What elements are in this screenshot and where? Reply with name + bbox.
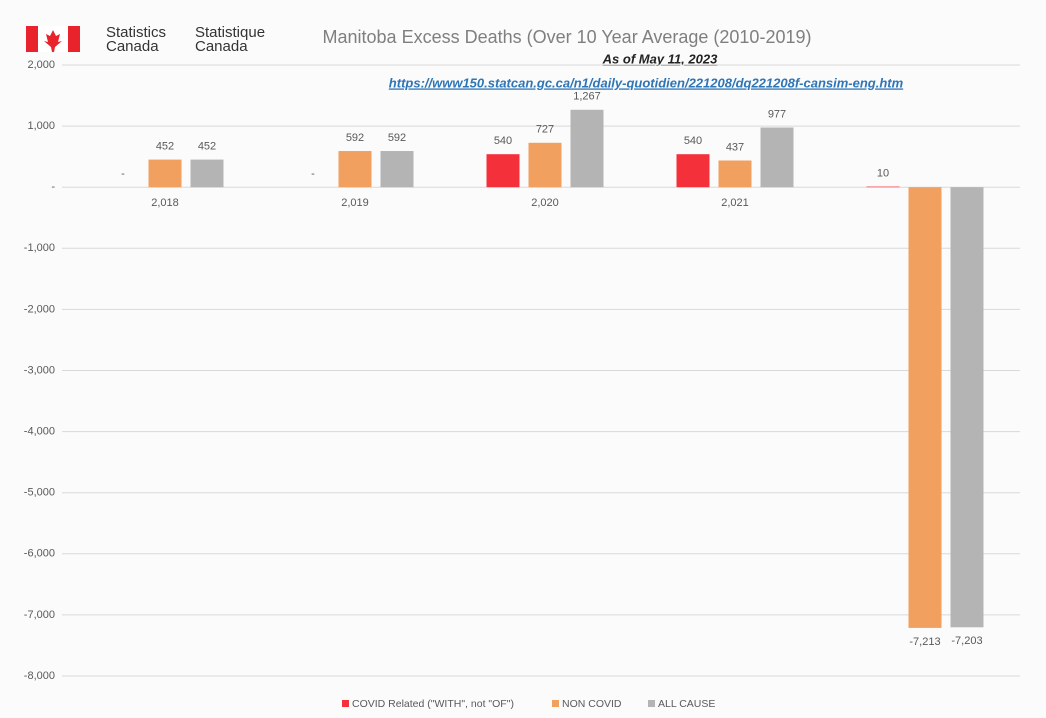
value-label: 540 — [494, 135, 512, 147]
y-tick-label: -6,000 — [24, 548, 55, 560]
bar — [487, 154, 520, 187]
bar — [951, 187, 984, 627]
y-tick-label: -7,000 — [24, 609, 55, 621]
bar — [909, 187, 942, 628]
value-label: 540 — [684, 135, 702, 147]
flag-bar — [68, 26, 80, 52]
bar — [867, 187, 900, 188]
value-label: - — [311, 168, 315, 180]
y-tick-label: -4,000 — [24, 426, 55, 438]
value-label: 977 — [768, 108, 786, 120]
legend-swatch — [342, 700, 349, 707]
legend-label: ALL CAUSE — [658, 698, 715, 710]
chart-title: Manitoba Excess Deaths (Over 10 Year Ave… — [323, 27, 812, 47]
legend-label: NON COVID — [562, 698, 622, 710]
bar — [339, 151, 372, 187]
chart-subtitle: As of May 11, 2023 — [602, 51, 718, 66]
x-tick-label: 2,020 — [531, 197, 559, 209]
value-label: 592 — [346, 132, 364, 144]
agency-fr: Canada — [195, 38, 248, 55]
y-tick-label: -8,000 — [24, 670, 55, 682]
value-label: - — [121, 168, 125, 180]
bar — [761, 128, 794, 188]
logo: Statistics Canada Statistique Canada — [26, 24, 265, 55]
value-label: 452 — [198, 140, 216, 152]
bar — [719, 160, 752, 187]
source-link[interactable]: https://www150.statcan.gc.ca/n1/daily-qu… — [389, 75, 904, 90]
bar — [571, 110, 604, 187]
y-tick-label: -1,000 — [24, 242, 55, 254]
value-label: 452 — [156, 140, 174, 152]
y-tick-label: -2,000 — [24, 303, 55, 315]
x-tick-label: 2,018 — [151, 197, 179, 209]
bar — [381, 151, 414, 187]
bar — [191, 160, 224, 188]
y-tick-label: -3,000 — [24, 364, 55, 376]
bar — [529, 143, 562, 187]
y-tick-label: 2,000 — [27, 59, 55, 71]
x-tick-label: 2,019 — [341, 197, 369, 209]
bar — [149, 160, 182, 188]
value-label: 437 — [726, 141, 744, 153]
bar — [677, 154, 710, 187]
chart: Statistics Canada Statistique Canada Man… — [0, 0, 1046, 718]
value-label: 727 — [536, 124, 554, 136]
value-label: -7,213 — [909, 636, 940, 648]
value-label: 592 — [388, 132, 406, 144]
y-tick-label: 1,000 — [27, 120, 55, 132]
y-tick-label: -5,000 — [24, 487, 55, 499]
legend-label: COVID Related ("WITH", not "OF") — [352, 698, 514, 710]
flag-bar — [26, 26, 38, 52]
x-tick-label: 2,021 — [721, 197, 749, 209]
legend-swatch — [648, 700, 655, 707]
value-label: 10 — [877, 167, 889, 179]
agency-en: Canada — [106, 38, 159, 55]
legend-swatch — [552, 700, 559, 707]
value-label: -7,203 — [951, 635, 982, 647]
y-tick-label: - — [51, 181, 55, 193]
value-label: 1,267 — [573, 91, 601, 103]
background — [0, 0, 1046, 718]
